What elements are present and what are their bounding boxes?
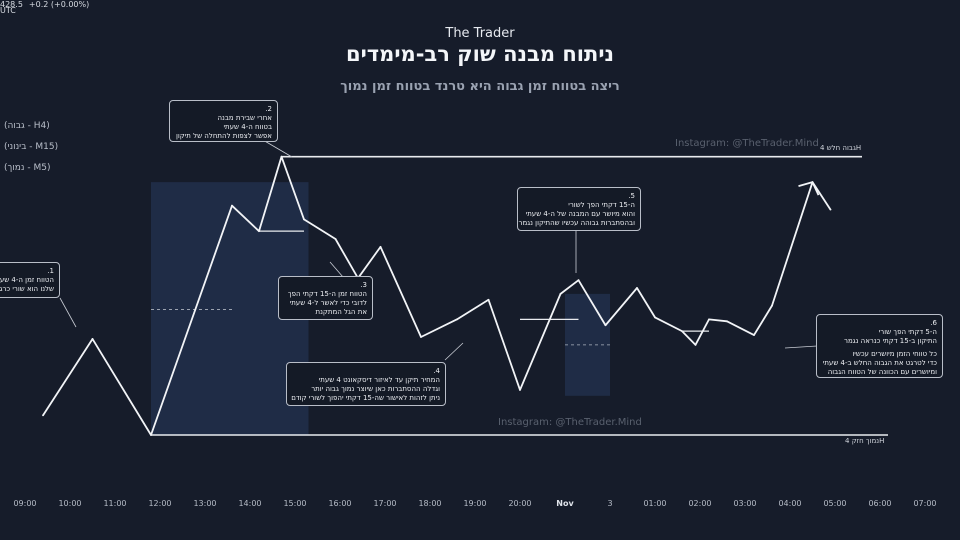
timeframe-m5-label: (M5 - נמוך) [4, 163, 51, 173]
watermark: Instagram: @TheTrader.Mind [675, 138, 819, 149]
annotation-4: 4. המחיר תיקן עד לאיזור דיסקאונט 4 שעתי … [286, 362, 446, 406]
x-tick-label: 06:00 [868, 499, 892, 508]
price-point [726, 320, 728, 323]
pointer-line [329, 261, 344, 278]
pointer-line [444, 342, 464, 361]
price-point [559, 292, 562, 295]
x-tick-label: 20:00 [508, 499, 532, 508]
page-subtitle: ריצה בטווח זמן גבוה היא טרנד בטווח זמן נ… [340, 79, 620, 94]
price-point [334, 238, 337, 240]
annotation-1: 1. הטווח זמן ה-4 שעתי שלנו הוא שורי כרגע [0, 262, 60, 298]
price-point [577, 279, 580, 282]
price-point [456, 318, 458, 321]
annotation-3: 3. הטווח זמן ה-15 דקתי הפך לדובי כדי לאש… [278, 276, 373, 320]
pointer-line [59, 297, 77, 328]
price-point [379, 245, 382, 248]
price-status-bar: 428.5 +0.2 (+0.00%) [0, 0, 95, 9]
page-title: ניתוח מבנה שוק רב-מימדים [345, 42, 615, 66]
annotation-6: 6. ה-5 דקתי הפך שורי התיקון ב-15 דקתי כנ… [816, 314, 943, 378]
x-tick-label: 02:00 [688, 499, 712, 508]
weak-high-label: גבוה חלש 4H [820, 144, 862, 152]
x-tick-label: 19:00 [463, 499, 487, 508]
price-point [42, 414, 44, 417]
x-tick-label: 12:00 [148, 499, 172, 508]
x-tick-label: 05:00 [823, 499, 847, 508]
price-point [519, 389, 521, 391]
price-point [654, 316, 656, 319]
price-point [91, 338, 94, 340]
x-tick-label: 13:00 [193, 499, 217, 508]
x-tick-label: 03:00 [733, 499, 757, 508]
x-tick-label: 17:00 [373, 499, 397, 508]
price-point [487, 298, 490, 301]
pointer-line [784, 345, 818, 349]
arrow-head [798, 181, 820, 196]
timeframe-h4-label: (H4 - גבוה) [4, 121, 50, 131]
price-point [604, 324, 607, 327]
strong-low-label: נמוך חזק 4H [845, 437, 885, 445]
x-tick-label: 09:00 [13, 499, 37, 508]
pointer-line [262, 139, 293, 158]
price-change: +0.2 (+0.00%) [28, 0, 90, 9]
price-point [150, 434, 152, 436]
x-tick-label: Nov [556, 499, 574, 508]
price-point [829, 208, 832, 211]
price-point [231, 204, 233, 207]
price-point [636, 287, 638, 289]
price-point [681, 330, 683, 333]
price-value: 428.5 [0, 0, 23, 9]
timeframe-m15-label: (M15 - בינוני) [4, 142, 59, 152]
x-tick-label: 14:00 [238, 499, 262, 508]
x-tick-label: 11:00 [103, 499, 127, 508]
price-point [753, 334, 755, 336]
price-point [771, 304, 773, 307]
x-tick-label: 01:00 [643, 499, 667, 508]
timezone-label: UTC [0, 6, 16, 15]
price-point [303, 218, 305, 221]
x-tick-label: 07:00 [913, 499, 937, 508]
brand-name: The Trader [445, 26, 515, 41]
annotation-2: 2. אחרי שבירת מבנה בטווח ה-4 שעתי אפשר ל… [169, 100, 278, 142]
price-point [280, 155, 283, 158]
annotation-5: 5. ה-15 דקתי הפך לשורי והוא מיושר עם המב… [517, 187, 641, 231]
x-tick-label: 15:00 [283, 499, 307, 508]
price-point [258, 230, 260, 233]
x-tick-label: 16:00 [328, 499, 352, 508]
x-tick-label: 10:00 [58, 499, 82, 508]
watermark: Instagram: @TheTrader.Mind [498, 417, 642, 428]
price-point [420, 336, 422, 338]
price-point [708, 318, 710, 321]
price-point [694, 343, 697, 346]
x-tick-label: 3 [607, 499, 613, 508]
x-tick-label: 18:00 [418, 499, 442, 508]
x-tick-label: 04:00 [778, 499, 802, 508]
